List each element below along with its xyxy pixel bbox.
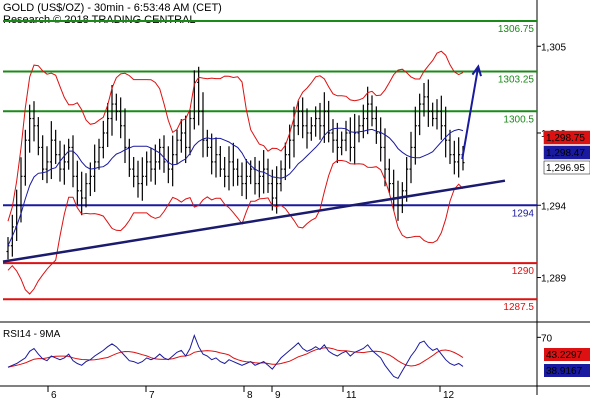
x-tick-label: 7 [149,390,155,400]
x-tick-label: 12 [443,390,455,400]
price-tag-label: 1,298.75 [546,133,585,144]
chart-title: GOLD (US$/OZ) - 30min - 6:53:48 AM (CET) [3,2,222,14]
bollinger-lower-line [7,160,464,295]
rsi-value-tag [544,348,590,361]
y-tick-label: 1,294 [541,201,566,212]
price-tag [543,160,590,175]
rsi-value-label: 38.9167 [546,366,583,377]
level-label: 1303.25 [498,75,535,86]
level-label: 1290 [512,266,535,277]
rsi-y-tick-label: 70 [541,333,553,344]
y-tick-label: 1,289 [541,274,566,285]
price-tag-label: 1,296.95 [546,163,585,174]
candles [6,66,465,260]
x-tick-label: 11 [346,390,357,400]
price-tag [543,130,590,145]
support-trendline [2,179,506,263]
projection-arrow-head [471,64,482,77]
level-label: 1306.75 [498,24,535,35]
level-label: 1300.5 [503,114,534,125]
x-tick-label: 6 [51,390,57,400]
rsi-line [7,334,464,380]
rsi-title: RSI14 - 9MA [3,329,61,340]
rsi-ma-line [7,347,464,368]
y-tick-label: 1,305 [541,42,566,53]
bollinger-upper-line [7,50,464,222]
rsi-value-label: 43.2297 [546,350,583,361]
level-label: 1287.5 [503,302,534,313]
x-tick-label: 9 [275,390,281,400]
rsi-value-tag [544,364,590,377]
price-tag-label: 1,298.47 [546,148,585,159]
level-label: 1294 [512,208,535,219]
moving-average-line [7,127,464,246]
projection-arrow [461,66,480,160]
price-tag [543,145,590,160]
x-tick-label: 8 [247,390,253,400]
